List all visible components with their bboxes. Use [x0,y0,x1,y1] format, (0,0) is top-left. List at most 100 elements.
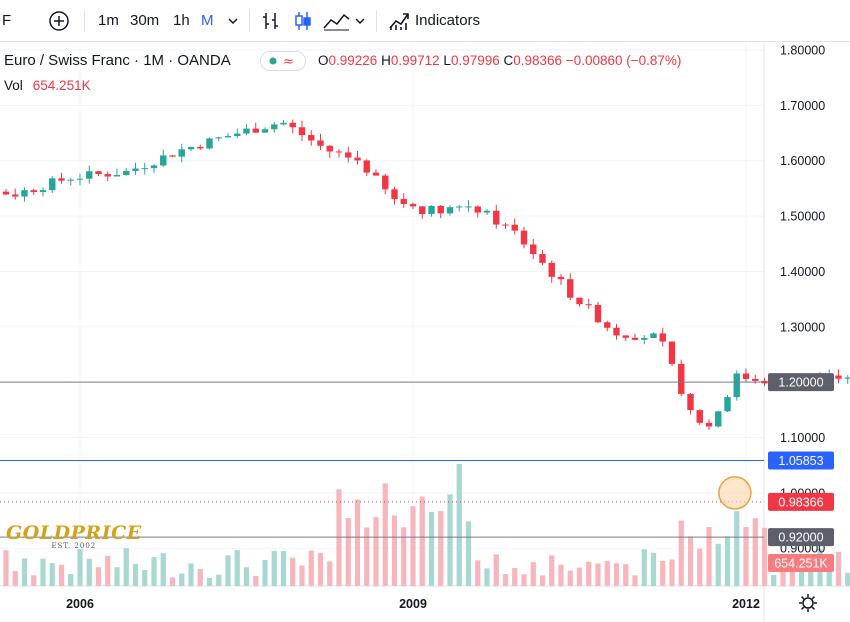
volume-bar [669,559,675,586]
candle-body [520,230,528,245]
volume-bar [549,555,555,586]
chevron-down-icon[interactable] [354,15,366,27]
candle-body [298,127,306,136]
candle-body [95,171,102,175]
volume-bar [206,577,213,586]
interval-monthly[interactable]: M [201,12,214,29]
volume-bar [169,577,176,586]
volume-bar [77,548,83,586]
volume-bar [604,560,610,586]
level-tag: 1.20000 [778,376,823,390]
volume-bar [58,564,65,586]
candle-body [576,297,583,305]
candle-body [123,170,130,176]
symbol-fragment[interactable]: F [2,12,12,29]
volume-bar [382,483,388,586]
volume-bar [216,574,222,586]
candle-body [567,279,574,298]
horizontal-levels [0,381,764,538]
volume-bar [160,553,166,586]
volume-bar [632,575,638,586]
time-axis[interactable]: 2006200920122015201820212024 [66,597,850,611]
price-axis[interactable]: 1.80000 1.70000 1.60000 1.50000 1.40000 1.300… [780,44,825,556]
candle-body [132,168,139,171]
low-value: 0.97996 [450,53,500,68]
ohlc-readout: O0.99226 H0.99712 L0.97996 C0.98366 −0.0… [318,53,682,68]
volume-bar [280,551,287,586]
volume-bar [613,563,620,586]
volume-legend: Vol 654.251K [4,78,91,93]
candle-body [715,411,722,427]
volume-bar [835,551,842,586]
volume-bar [290,557,296,586]
wave-icon: ≈ [269,55,294,70]
candle-body [428,205,435,215]
level-tag: 1.05853 [778,454,823,468]
candle-body [141,168,148,170]
volume-bar [752,518,758,586]
candle-body [187,146,195,150]
volume-bar [780,566,786,586]
candle-body [261,129,269,133]
candle-body [335,151,343,153]
volume-bar [132,563,139,586]
candle-body [474,206,481,213]
volume-bar [401,527,407,586]
candles [2,119,850,430]
indicators-icon[interactable] [388,10,410,32]
candles-icon[interactable] [292,10,314,32]
candle-body [456,206,463,208]
volume-bar [225,555,231,586]
volume-bar [845,572,850,586]
volume-bar [354,499,361,586]
candle-body [613,327,620,336]
compare-pill[interactable]: ≈ [260,51,306,71]
volume-bar [105,555,111,586]
candle-body [419,206,426,215]
volume-bar [364,527,370,586]
candle-body [437,205,444,214]
volume-bar [345,517,351,586]
volume-bar [706,527,712,586]
volume-bar [179,573,185,586]
candle-body [345,152,352,158]
bars-icon[interactable] [260,10,282,32]
settings-gear-icon[interactable] [799,594,817,612]
interval-30m[interactable]: 30m [130,12,160,29]
candle-body [678,363,685,394]
volume-bar [456,463,462,586]
candle-body [215,137,222,139]
volume-bar [438,511,444,586]
volume-bar [734,511,740,586]
volume-bar [114,567,120,586]
volume-value: 654.251K [32,78,91,93]
volume-tag-bg [768,554,834,572]
volume-bar [697,548,703,586]
symbol-title[interactable]: Euro / Swiss Franc · 1M · OANDA [4,52,231,69]
level-tag-bg [768,373,834,392]
candle-body [58,178,65,181]
volume-bar [771,574,777,586]
candle-body [113,175,121,177]
indicators-button[interactable]: Indicators [415,12,481,29]
interval-1m[interactable]: 1m [98,12,119,29]
add-symbol-icon[interactable] [48,10,70,32]
volume-bar [197,569,203,586]
volume-bar [567,570,573,586]
chevron-down-icon[interactable] [227,15,239,27]
candle-body [76,178,84,180]
candle-body [409,203,417,207]
interval-1h[interactable]: 1h [173,12,190,29]
volume-bars [3,463,850,586]
open-value: 0.99226 [328,53,378,68]
volume-bar [308,550,314,586]
candle-body [12,194,19,197]
volume-bar [3,550,9,586]
volume-tag: 654.251K [774,557,828,571]
volume-bar [502,574,509,586]
area-icon[interactable] [322,10,352,32]
candle-body [493,210,500,225]
close-value: 0.98366 [513,53,563,68]
volume-bar [539,575,546,586]
